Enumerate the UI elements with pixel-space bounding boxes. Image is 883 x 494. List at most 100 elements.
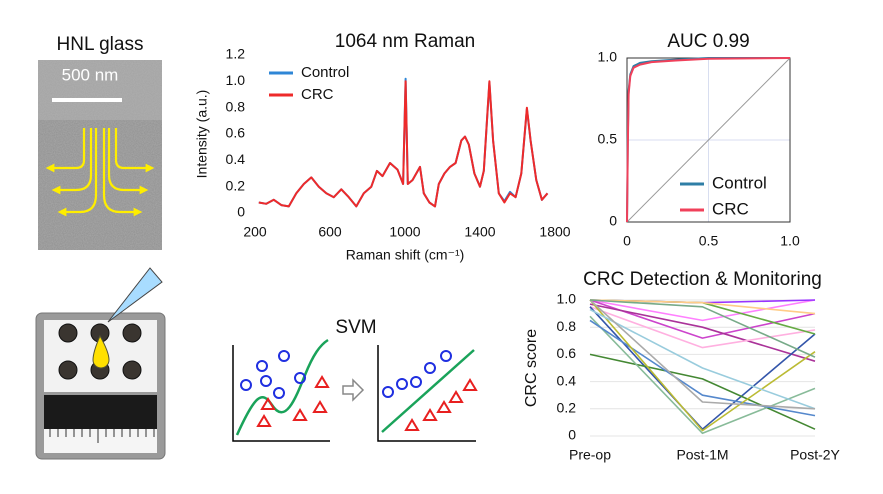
y-tick-label: 0.8 [226, 98, 246, 114]
well [122, 323, 142, 343]
y-tick-label: 0.2 [226, 177, 246, 193]
series-line [589, 299, 816, 339]
point [273, 387, 285, 399]
arrow [51, 128, 93, 195]
x-tick-label: 1.0 [780, 233, 800, 249]
ruler-ticks [49, 429, 155, 443]
well [58, 323, 78, 343]
linear-boundary [381, 349, 475, 433]
point [314, 375, 330, 388]
arrow [114, 128, 155, 173]
point [422, 408, 438, 421]
point [256, 360, 268, 372]
y-tick-label: 0.8 [557, 318, 577, 334]
tem-top-layer [38, 60, 162, 120]
point [260, 397, 276, 410]
chance-line [626, 57, 791, 223]
series-line [626, 57, 791, 223]
svm-axes [232, 345, 330, 442]
legend-label: Control [301, 64, 349, 81]
y-tick-label: 0.4 [226, 151, 246, 167]
series-line [589, 319, 816, 417]
chart-title: AUC 0.99 [667, 31, 749, 52]
hnl-image: 500 nm [38, 60, 162, 250]
series-line [589, 308, 816, 410]
class-triangles [404, 378, 478, 431]
point [260, 375, 272, 387]
y-axis-label: Intensity (a.u.) [194, 90, 210, 179]
series-line [589, 306, 816, 430]
point [462, 378, 478, 391]
x-tick-label: Post-1M [676, 447, 728, 463]
x-tick-label: 1400 [464, 224, 495, 240]
chart-title: CRC Detection & Monitoring [583, 269, 822, 290]
y-tick-label: 1.0 [226, 72, 246, 88]
series-line [589, 299, 816, 358]
pipette [107, 267, 163, 323]
y-tick-label: 0 [609, 213, 617, 229]
arrow [102, 128, 143, 217]
point [396, 378, 408, 390]
well [122, 360, 142, 380]
svm-title: SVM [335, 317, 376, 338]
series-line [589, 353, 816, 430]
series-line [589, 299, 816, 432]
point [410, 376, 422, 388]
x-tick-label: 200 [243, 224, 267, 240]
point [312, 400, 328, 413]
point [294, 372, 306, 384]
series-line [589, 306, 816, 349]
y-tick-label: 0.4 [557, 372, 577, 388]
class-circles [382, 350, 452, 398]
droplet [92, 334, 110, 369]
svm-diagram [232, 338, 478, 442]
hnl-title: HNL glass [57, 34, 144, 55]
point [292, 408, 308, 421]
x-tick-label: Pre-op [569, 447, 611, 463]
x-tick-label: 0 [623, 233, 631, 249]
nonlinear-boundary [235, 338, 329, 436]
arrow [57, 128, 98, 217]
y-tick-label: 0.6 [226, 125, 246, 141]
point [448, 390, 464, 403]
scale-bar-label: 500 nm [62, 65, 119, 84]
point [240, 379, 252, 391]
point [256, 414, 272, 427]
y-tick-label: 1.0 [598, 49, 618, 65]
x-tick-label: 1000 [389, 224, 420, 240]
point [440, 350, 452, 362]
series-line [589, 299, 816, 335]
series-line [589, 315, 816, 435]
series-line [589, 299, 816, 315]
y-tick-label: 0.5 [598, 131, 618, 147]
transform-arrow [342, 378, 365, 402]
well [58, 360, 78, 380]
point [404, 418, 420, 431]
ruler [44, 429, 157, 453]
y-axis-label: CRC score [523, 329, 540, 407]
series-line [589, 299, 816, 410]
y-tick-label: 0 [568, 427, 576, 443]
svm-axes [377, 345, 476, 442]
series-line [589, 299, 816, 322]
point [424, 362, 436, 374]
chip-band [44, 395, 157, 429]
legend-label: CRC [301, 86, 334, 103]
y-tick-label: 1.0 [557, 291, 577, 307]
diffusion-arrows [45, 128, 155, 217]
y-tick-label: 1.2 [226, 46, 246, 62]
legend-label: CRC [712, 199, 749, 218]
series-line [258, 80, 549, 208]
wells [58, 323, 142, 380]
legend-label: Control [712, 173, 767, 192]
point [278, 350, 290, 362]
y-tick-label: 0.6 [557, 345, 577, 361]
point [382, 386, 394, 398]
series-line [589, 303, 816, 362]
arrow [45, 128, 86, 173]
y-tick-label: 0.2 [557, 400, 577, 416]
point [436, 400, 452, 413]
